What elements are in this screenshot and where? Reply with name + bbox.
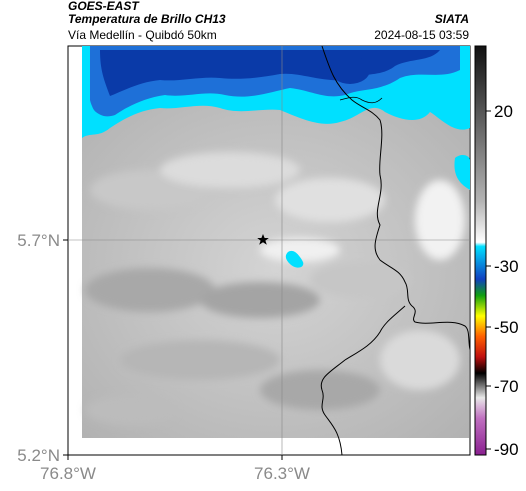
cloud-texture: [85, 152, 465, 425]
colorbar: [474, 45, 487, 456]
colorbar-label-minus90: -90: [494, 440, 519, 459]
cyan-patch-center: [285, 250, 304, 268]
product-title: Temperatura de Brillo CH13: [68, 12, 226, 26]
lat-tick-label-5-2: 5.2°N: [17, 446, 60, 465]
route-label: Vía Medellín - Quibdó 50km: [68, 28, 217, 42]
dark-blue-blob: [330, 56, 370, 84]
colorbar-label-minus30: -30: [494, 257, 519, 276]
lon-tick-label-76-8: 76.8°W: [40, 464, 96, 483]
department-border: [321, 45, 471, 351]
lon-tick-label-76-3: 76.3°W: [254, 464, 310, 483]
timestamp-label: 2024-08-15 03:59: [374, 28, 469, 42]
department-border-south: [320, 305, 406, 456]
satellite-label: GOES-EAST: [68, 0, 139, 13]
colorbar-label-minus70: -70: [494, 377, 519, 396]
cyan-patch-right: [454, 154, 470, 190]
blue-blob: [92, 94, 112, 114]
lat-tick-label-5-7: 5.7°N: [17, 231, 60, 250]
northern-border: [339, 96, 383, 104]
colorbar-label-20: 20: [494, 102, 513, 121]
location-star-icon: [257, 234, 269, 245]
colorbar-ticks: [486, 110, 491, 450]
colorbar-label-minus50: -50: [494, 318, 519, 337]
agency-label: SIATA: [434, 12, 469, 26]
